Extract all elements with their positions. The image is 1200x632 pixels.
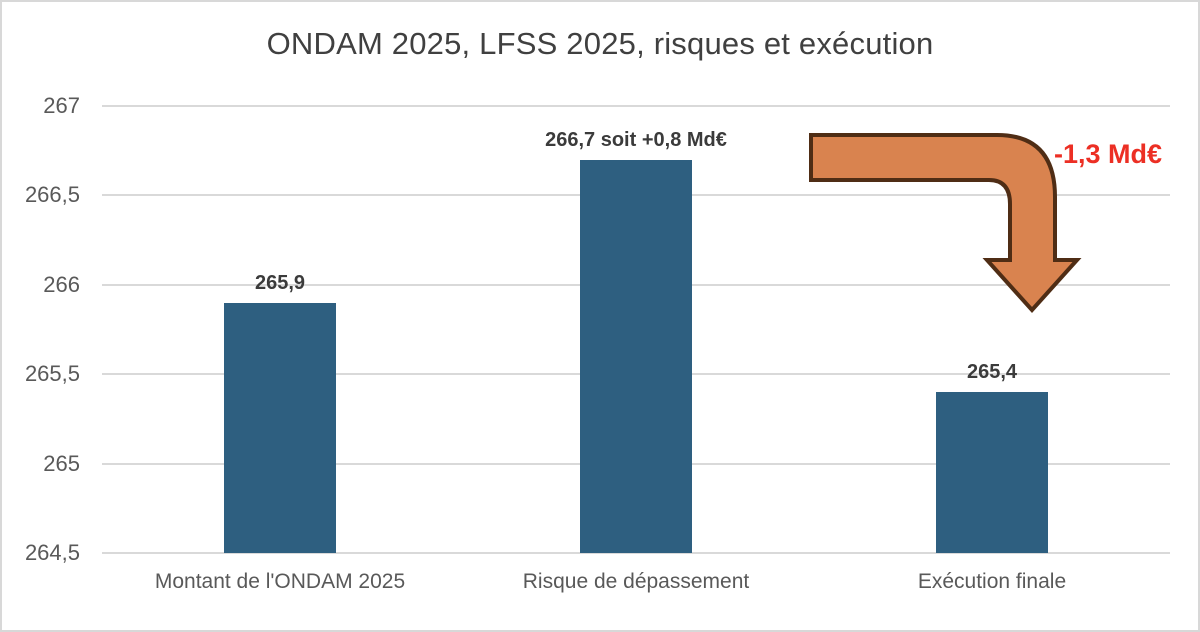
y-axis-tick-label: 265,5 bbox=[24, 361, 80, 387]
y-axis-tick-label: 267 bbox=[43, 93, 80, 118]
bar-value-label: 265,9 bbox=[254, 271, 306, 294]
category-label: Risque de dépassement bbox=[522, 570, 750, 593]
gridline bbox=[102, 552, 1170, 554]
chart-title: ONDAM 2025, LFSS 2025, risques et exécut… bbox=[266, 26, 934, 61]
decrease-arrow-icon bbox=[809, 133, 1082, 313]
bar-value-label: 265,4 bbox=[966, 361, 1018, 384]
category-label: Exécution finale bbox=[917, 570, 1067, 593]
bar bbox=[224, 302, 336, 553]
y-axis-tick-label: 266,5 bbox=[24, 182, 80, 208]
bar bbox=[936, 392, 1048, 553]
category-label: Montant de l'ONDAM 2025 bbox=[154, 570, 406, 593]
y-axis-tick-label: 265 bbox=[43, 450, 80, 476]
decrease-arrow-shape bbox=[809, 133, 1082, 313]
bar-value-label: 266,7 soit +0,8 Md€ bbox=[545, 128, 727, 151]
decrease-annotation: -1,3 Md€ bbox=[1054, 139, 1163, 169]
y-axis-tick-label: 266 bbox=[43, 271, 80, 297]
bar bbox=[580, 159, 692, 553]
y-axis-tick-label: 264,5 bbox=[24, 540, 80, 565]
gridline bbox=[102, 105, 1170, 107]
